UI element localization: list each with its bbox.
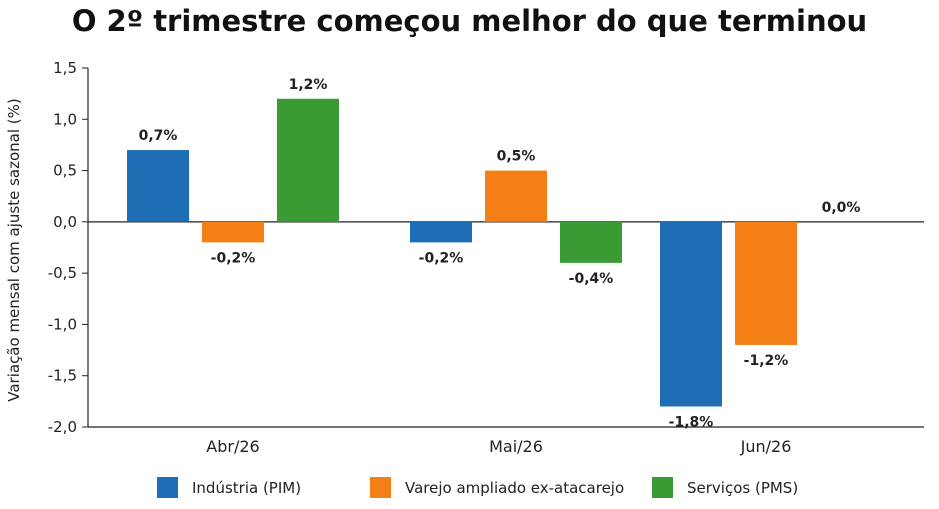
bar	[660, 221, 722, 407]
y-tick-label: 1,5	[53, 59, 77, 77]
data-label: -0,2%	[419, 250, 464, 266]
y-tick-label: -1,0	[48, 315, 77, 333]
y-tick-label: 0,5	[53, 162, 77, 180]
legend-label-servicos: Serviços (PMS)	[687, 478, 799, 497]
legend-swatch-industria	[157, 477, 178, 498]
y-tick-label: 1,0	[53, 110, 77, 128]
bar	[277, 98, 339, 222]
category-label: Mai/26	[489, 437, 543, 456]
bar	[485, 170, 547, 222]
data-labels: 0,7% -0,2% -1,8% -0,2% 0,5% -1,2% 1,2% -0,4% 0,0…	[139, 77, 861, 431]
category-label: Jun/26	[740, 437, 792, 456]
bar	[127, 150, 189, 222]
legend-item-varejo: Varejo ampliado ex-atacarejo	[370, 477, 624, 498]
data-label: 1,2%	[289, 77, 328, 93]
category-label: Abr/26	[206, 437, 259, 456]
bars	[127, 98, 797, 407]
data-label: -0,4%	[569, 271, 614, 287]
legend-swatch-varejo	[370, 477, 391, 498]
y-ticks: 1,5 1,0 0,5 0,0 -0,5 -1,0 -1,5 -2,0	[48, 59, 88, 436]
bar	[735, 221, 797, 345]
y-tick-label: 0,0	[53, 213, 77, 231]
legend-item-industria: Indústria (PIM)	[157, 477, 301, 498]
data-label: 0,0%	[822, 200, 861, 216]
axes	[87, 68, 924, 428]
y-tick-label: -0,5	[48, 264, 77, 282]
legend-item-servicos: Serviços (PMS)	[652, 477, 798, 498]
legend-swatch-servicos	[652, 477, 673, 498]
data-label: -1,8%	[669, 414, 714, 430]
data-label: 0,7%	[139, 128, 178, 144]
data-label: -0,2%	[211, 250, 256, 266]
legend: Indústria (PIM) Varejo ampliado ex-ataca…	[0, 477, 939, 501]
y-axis-label: Variação mensal com ajuste sazonal (%)	[5, 98, 23, 402]
y-tick-label: -1,5	[48, 367, 77, 385]
chart-title: O 2º trimestre começou melhor do que ter…	[71, 4, 868, 38]
data-label: 0,5%	[497, 149, 536, 165]
bar	[560, 221, 622, 263]
bar	[202, 221, 264, 243]
y-tick-label: -2,0	[48, 418, 77, 436]
legend-label-industria: Indústria (PIM)	[192, 478, 302, 497]
category-labels: Abr/26 Mai/26 Jun/26	[206, 437, 791, 456]
legend-label-varejo: Varejo ampliado ex-atacarejo	[405, 478, 625, 497]
bar	[410, 221, 472, 243]
data-label: -1,2%	[744, 353, 789, 369]
